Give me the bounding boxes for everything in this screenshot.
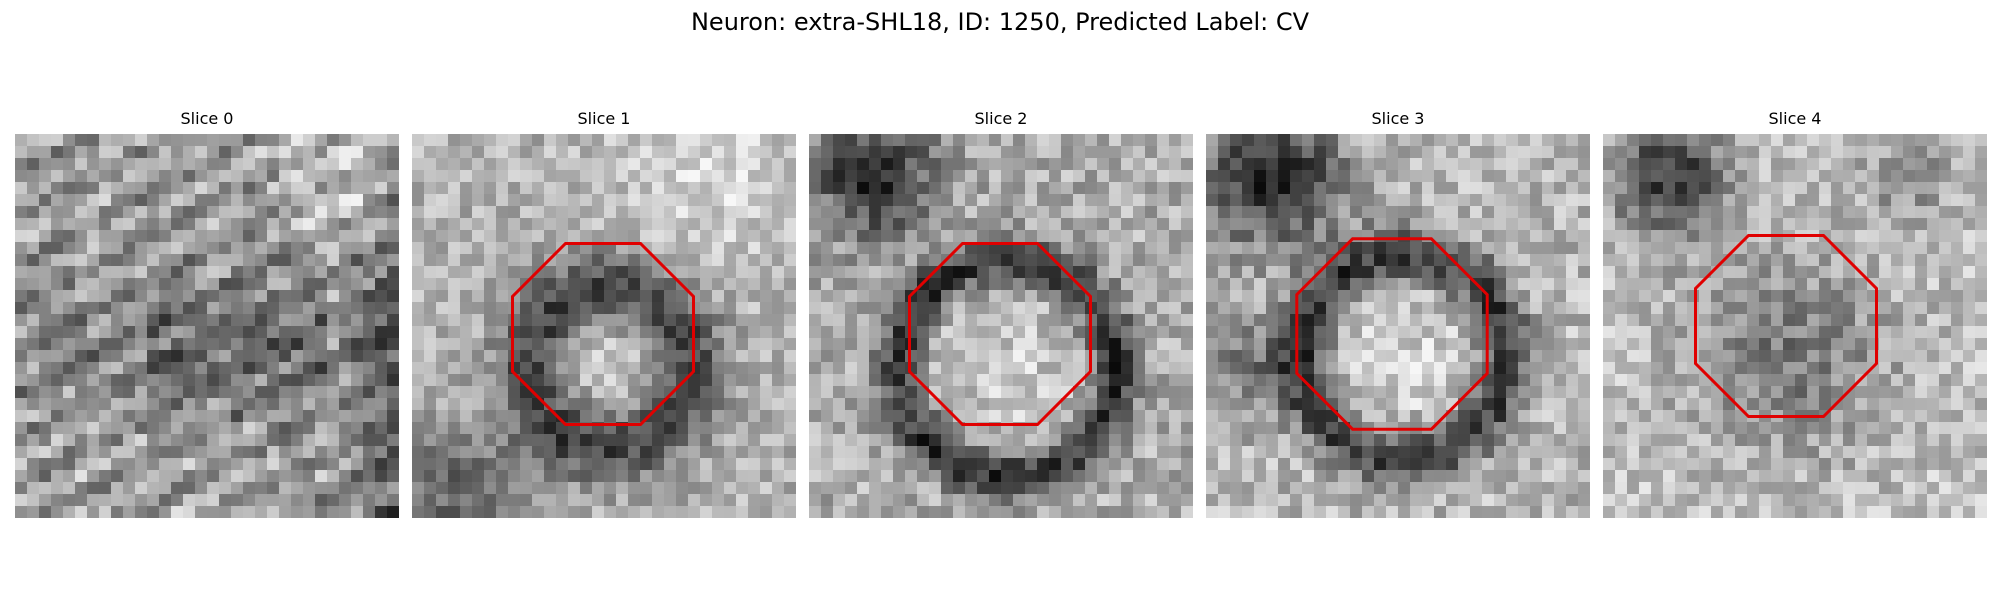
slice-pixels (15, 134, 399, 518)
slice-image (15, 134, 399, 518)
figure-title: Neuron: extra-SHL18, ID: 1250, Predicted… (690, 8, 1310, 36)
roi-outline (1295, 237, 1489, 431)
slice-title: Slice 3 (1371, 109, 1425, 128)
slice-pixels (412, 134, 796, 518)
slice-image (412, 134, 796, 518)
roi-outline (511, 242, 695, 426)
roi-outline (908, 242, 1092, 426)
slice-title: Slice 4 (1768, 109, 1822, 128)
slice-pixels (1603, 134, 1987, 518)
slice-image (1206, 134, 1590, 518)
slice-image (809, 134, 1193, 518)
slice-title: Slice 2 (974, 109, 1028, 128)
slice-pixels (809, 134, 1193, 518)
slice-image (1603, 134, 1987, 518)
slice-title: Slice 0 (180, 109, 234, 128)
slice-pixels (1206, 134, 1590, 518)
roi-outline (1694, 234, 1878, 418)
slice-title: Slice 1 (577, 109, 631, 128)
